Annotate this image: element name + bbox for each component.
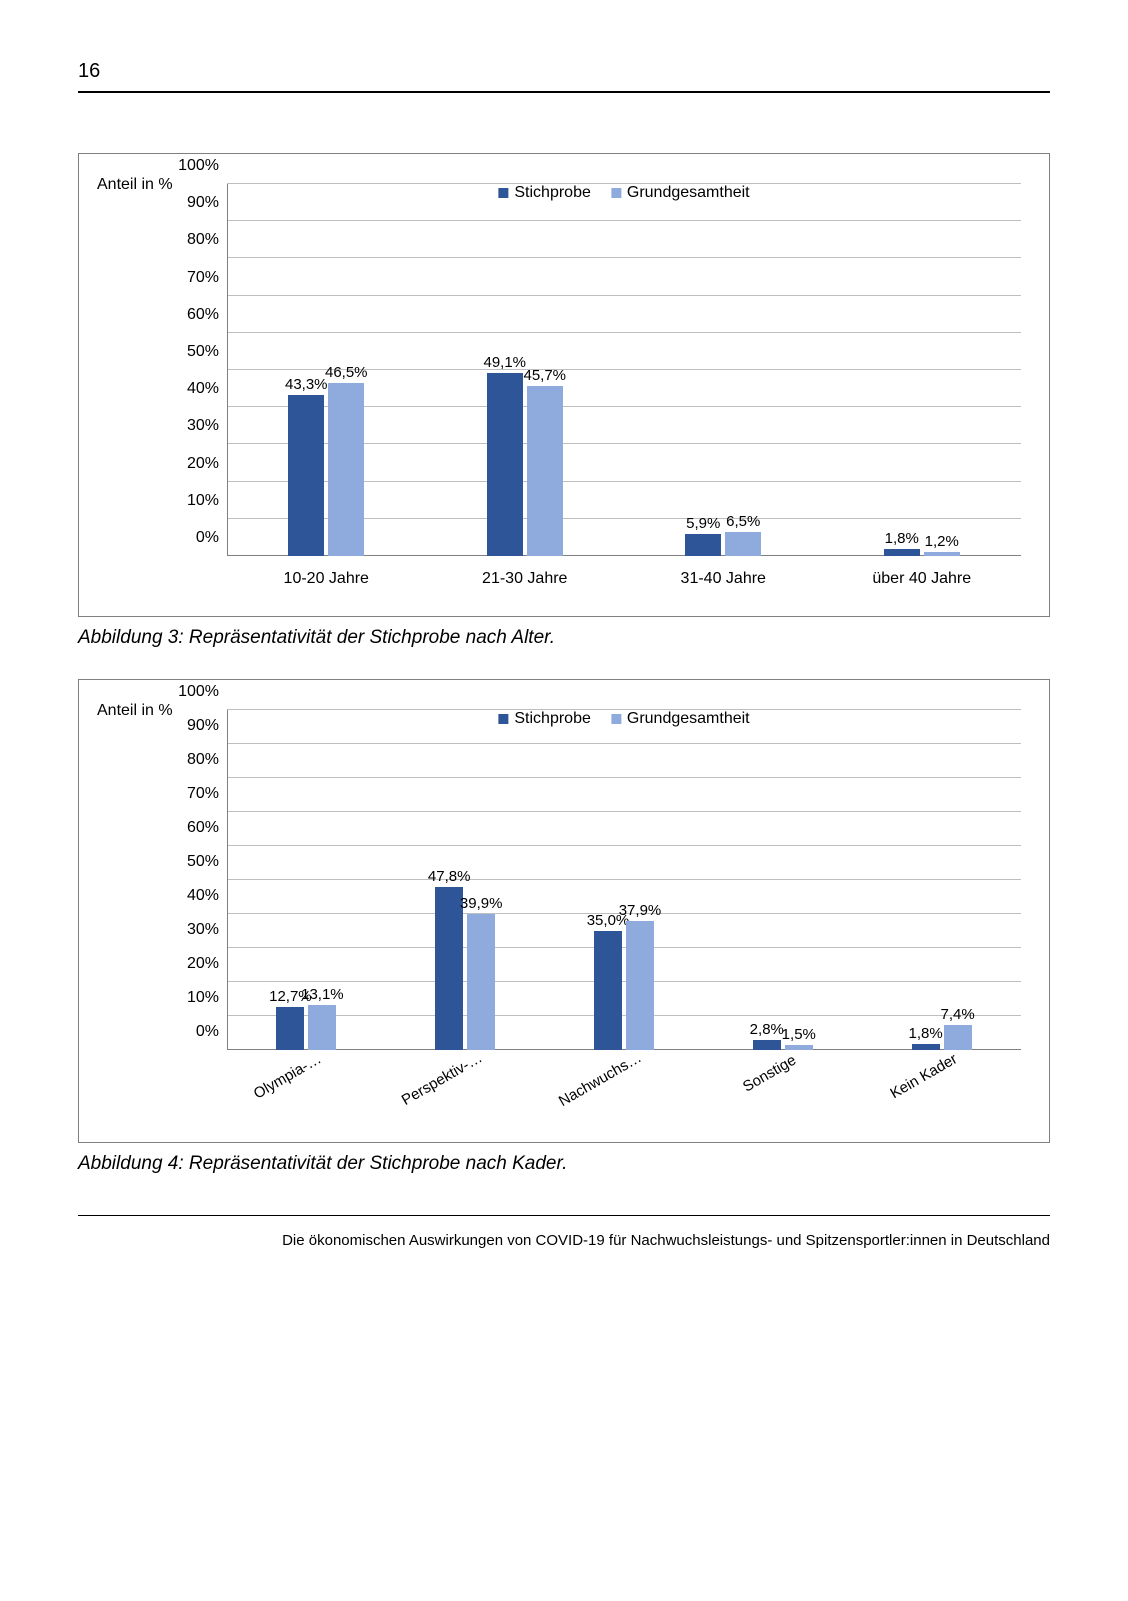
- y-tick-label: 0%: [196, 529, 227, 547]
- x-tick-label: Nachwuchs…: [545, 1050, 704, 1128]
- bar-series2: 45,7%: [527, 386, 563, 556]
- chart-2-caption: Abbildung 4: Repräsentativität der Stich…: [78, 1153, 1050, 1175]
- bar-series2: 39,9%: [467, 914, 495, 1050]
- chart-2-bars: 12,7%13,1%47,8%39,9%35,0%37,9%2,8%1,5%1,…: [227, 710, 1021, 1050]
- bar-group: 5,9%6,5%: [624, 184, 823, 556]
- y-tick-label: 30%: [187, 417, 227, 435]
- chart-1-plot: 0%10%20%30%40%50%60%70%80%90%100% Stichp…: [227, 184, 1021, 556]
- y-tick-label: 20%: [187, 455, 227, 473]
- bar-group: 2,8%1,5%: [703, 710, 862, 1050]
- bar-value-label: 7,4%: [940, 1006, 974, 1023]
- x-tick-label: über 40 Jahre: [823, 570, 1022, 588]
- bar-value-label: 1,2%: [925, 533, 959, 550]
- y-tick-label: 90%: [187, 194, 227, 212]
- y-tick-label: 20%: [187, 955, 227, 973]
- chart-1-y-title: Anteil in %: [97, 176, 173, 194]
- chart-1-box: Anteil in % 0%10%20%30%40%50%60%70%80%90…: [78, 153, 1050, 617]
- y-tick-label: 80%: [187, 231, 227, 249]
- chart-2-y-title: Anteil in %: [97, 702, 173, 720]
- y-tick-label: 10%: [187, 989, 227, 1007]
- bar-series2: 13,1%: [308, 1005, 336, 1050]
- footer-rule: [78, 1215, 1050, 1216]
- y-tick-label: 60%: [187, 306, 227, 324]
- y-tick-label: 80%: [187, 751, 227, 769]
- bar-value-label: 13,1%: [301, 986, 344, 1003]
- x-tick-label: 21-30 Jahre: [426, 570, 625, 588]
- bar-group: 1,8%7,4%: [862, 710, 1021, 1050]
- bar-value-label: 47,8%: [428, 868, 471, 885]
- bar-series2: 46,5%: [328, 383, 364, 556]
- bar-value-label: 1,5%: [782, 1026, 816, 1043]
- bar-value-label: 45,7%: [523, 367, 566, 384]
- y-tick-label: 30%: [187, 921, 227, 939]
- bar-group: 47,8% 39,9%: [386, 710, 545, 1050]
- footer-text: Die ökonomischen Auswirkungen von COVID-…: [78, 1232, 1050, 1249]
- bar-group: 43,3%46,5%: [227, 184, 426, 556]
- bar-value-label: 37,9%: [619, 902, 662, 919]
- y-tick-label: 50%: [187, 853, 227, 871]
- y-tick-label: 100%: [178, 683, 227, 701]
- bar-value-label: 6,5%: [726, 513, 760, 530]
- y-tick-label: 0%: [196, 1023, 227, 1041]
- chart-2: Anteil in % 0%10%20%30%40%50%60%70%80%90…: [97, 698, 1031, 1128]
- bar-value-label: 1,8%: [908, 1025, 942, 1042]
- bar-value-label: 39,9%: [460, 895, 503, 912]
- bar-series1: 5,9%: [685, 534, 721, 556]
- bar-value-label: 1,8%: [885, 530, 919, 547]
- page-number: 16: [78, 60, 1050, 83]
- y-tick-label: 10%: [187, 492, 227, 510]
- chart-2-plot: 0%10%20%30%40%50%60%70%80%90%100% Stichp…: [227, 710, 1021, 1050]
- bar-value-label: 2,8%: [750, 1021, 784, 1038]
- bar-value-label: 43,3%: [285, 376, 328, 393]
- bar-series1: 12,7%: [276, 1007, 304, 1050]
- bar-series1: 49,1%: [487, 373, 523, 556]
- chart-2-box: Anteil in % 0%10%20%30%40%50%60%70%80%90…: [78, 679, 1050, 1143]
- bar-series2: 1,2%: [924, 552, 960, 556]
- bar-value-label: 46,5%: [325, 364, 368, 381]
- bar-series2: 7,4%: [944, 1025, 972, 1050]
- x-tick-label: Kein Kader: [862, 1050, 1021, 1128]
- bar-group: 12,7%13,1%: [227, 710, 386, 1050]
- bar-value-label: 49,1%: [483, 354, 526, 371]
- x-tick-label: Olympia-…: [227, 1050, 386, 1128]
- bar-group: 1,8% 1,2%: [823, 184, 1022, 556]
- chart-1: Anteil in % 0%10%20%30%40%50%60%70%80%90…: [97, 172, 1031, 602]
- y-tick-label: 70%: [187, 269, 227, 287]
- y-tick-label: 50%: [187, 343, 227, 361]
- y-tick-label: 40%: [187, 887, 227, 905]
- x-tick-label: 31-40 Jahre: [624, 570, 823, 588]
- x-tick-label: Sonstige: [703, 1050, 862, 1128]
- y-tick-label: 60%: [187, 819, 227, 837]
- y-tick-label: 100%: [178, 157, 227, 175]
- bar-series1: 35,0%: [594, 931, 622, 1050]
- y-tick-label: 40%: [187, 380, 227, 398]
- x-tick-label: 10-20 Jahre: [227, 570, 426, 588]
- y-tick-label: 90%: [187, 717, 227, 735]
- x-tick-label: Perspektiv-…: [386, 1050, 545, 1128]
- header-rule: [78, 91, 1050, 93]
- chart-1-caption: Abbildung 3: Repräsentativität der Stich…: [78, 627, 1050, 649]
- bar-value-label: 5,9%: [686, 515, 720, 532]
- y-tick-label: 70%: [187, 785, 227, 803]
- bar-group: 49,1%45,7%: [426, 184, 625, 556]
- chart-2-x-labels: Olympia-…Perspektiv-…Nachwuchs…SonstigeK…: [227, 1050, 1021, 1128]
- bar-series1: 43,3%: [288, 395, 324, 556]
- bar-series2: 6,5%: [725, 532, 761, 556]
- bar-series1: 2,8%: [753, 1040, 781, 1050]
- bar-group: 35,0%37,9%: [545, 710, 704, 1050]
- bar-series2: 37,9%: [626, 921, 654, 1050]
- chart-1-x-labels: 10-20 Jahre21-30 Jahre31-40 Jahreüber 40…: [227, 570, 1021, 588]
- chart-1-bars: 43,3%46,5%49,1%45,7%5,9%6,5%1,8%1,2%: [227, 184, 1021, 556]
- bar-series1: 1,8%: [884, 549, 920, 556]
